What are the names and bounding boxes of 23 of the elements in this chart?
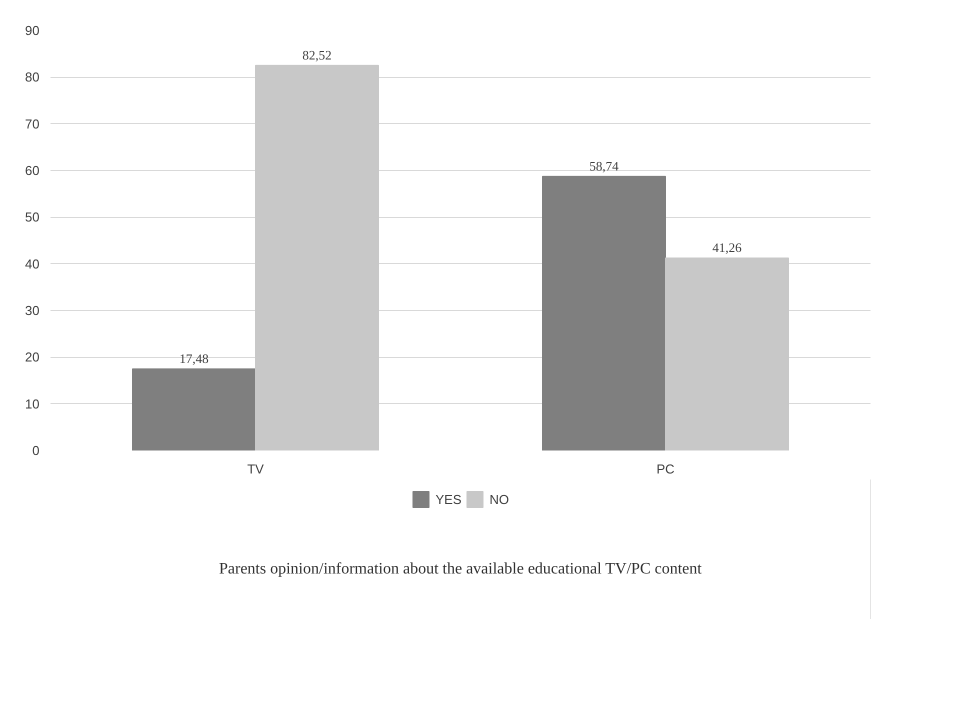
- y-tick-label: 0: [32, 443, 40, 458]
- legend-label: YES: [435, 492, 462, 506]
- legend-label: NO: [490, 492, 510, 506]
- bar: [542, 176, 666, 450]
- y-tick-label: 10: [25, 396, 40, 412]
- y-tick-label: 60: [25, 163, 40, 178]
- bar: [132, 368, 256, 450]
- y-tick-label: 20: [25, 350, 40, 365]
- data-label: 58,74: [589, 158, 620, 174]
- y-tick-label: 30: [25, 303, 40, 318]
- y-tick-label: 70: [25, 116, 40, 132]
- y-tick-label: 90: [25, 23, 40, 38]
- data-label: 17,48: [179, 350, 209, 366]
- data-label: 82,52: [302, 47, 332, 62]
- data-label: 41,26: [712, 240, 742, 255]
- text: Parents opinion/information about the available educational TV/PC content: [219, 560, 702, 578]
- y-tick-label: 80: [25, 70, 40, 85]
- x-tick-label: PC: [656, 462, 675, 476]
- bar: [255, 64, 379, 450]
- x-tick-label: TV: [247, 462, 264, 476]
- y-tick-label: 50: [25, 210, 40, 225]
- bar: [665, 257, 789, 450]
- y-tick-label: 40: [25, 256, 40, 272]
